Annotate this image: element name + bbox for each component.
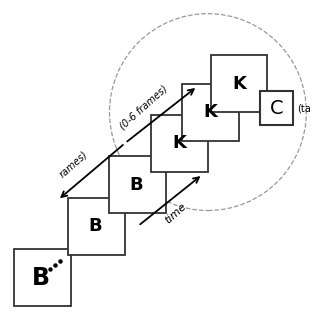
Text: C: C (270, 99, 284, 118)
Text: (0-6 frames): (0-6 frames) (117, 83, 169, 131)
Bar (182, 84, 239, 140)
Text: K: K (204, 103, 218, 121)
Text: rames): rames) (57, 149, 89, 179)
Text: B: B (31, 266, 49, 290)
Text: B: B (130, 176, 143, 194)
Bar (260, 91, 293, 125)
Text: (ta: (ta (297, 103, 311, 113)
Text: time: time (163, 201, 188, 225)
Bar (151, 115, 208, 172)
Text: K: K (172, 134, 186, 152)
Bar (109, 156, 166, 213)
Bar (14, 249, 71, 306)
Text: K: K (232, 75, 246, 92)
Bar (68, 197, 125, 254)
Text: B: B (88, 217, 102, 235)
Bar (211, 55, 268, 112)
